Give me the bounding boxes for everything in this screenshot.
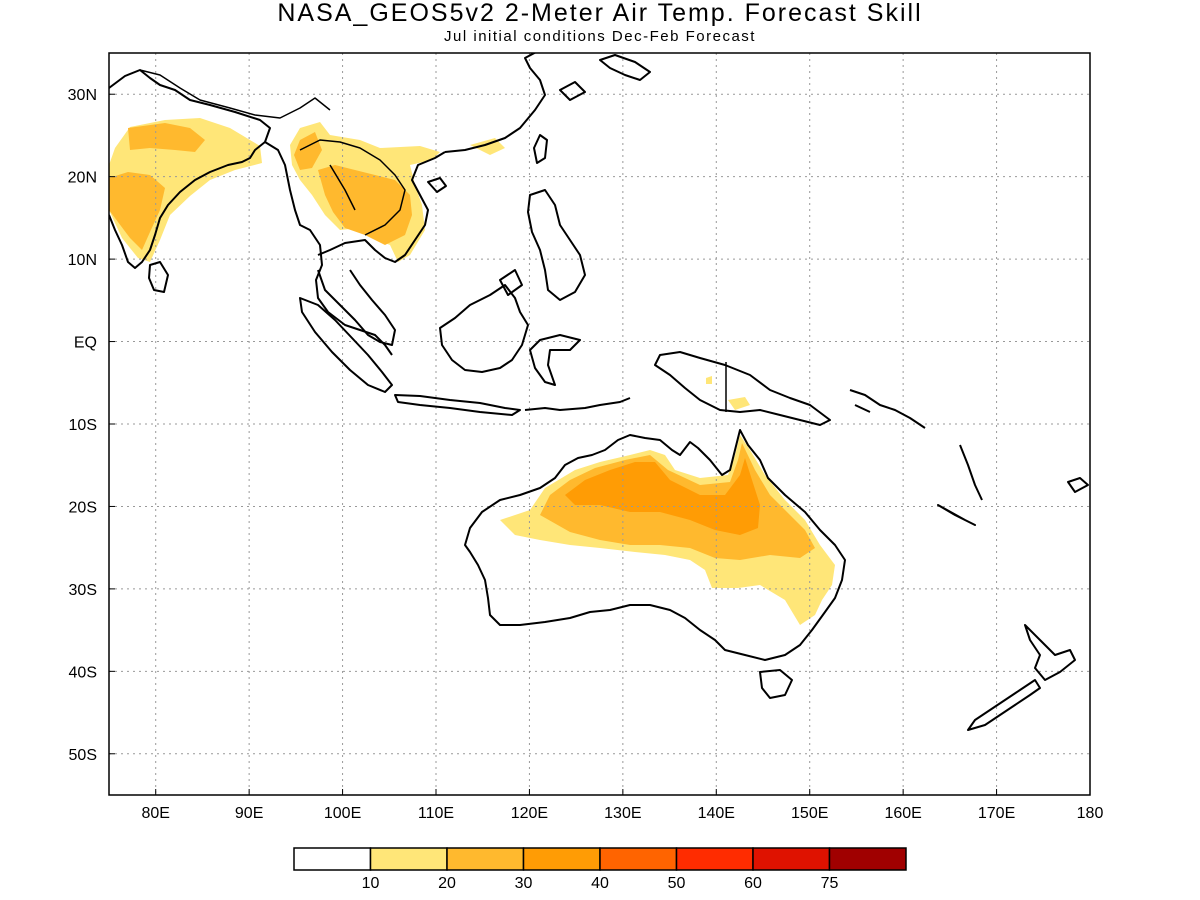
tick-label-lon: 170E <box>978 805 1015 822</box>
coast-tasmania <box>759 669 793 699</box>
tick-label-lon: 150E <box>791 805 828 822</box>
shade-china-south-10 <box>470 138 505 155</box>
colorbar-label: 60 <box>744 875 762 892</box>
colorbar-label: 50 <box>668 875 686 892</box>
chart-subtitle: Jul initial conditions Dec-Feb Forecast <box>444 28 756 45</box>
coast-borneo <box>439 284 529 373</box>
tick-label-lat: 30N <box>68 87 97 104</box>
gridlines <box>109 53 1090 795</box>
tick-label-lon: 180 <box>1077 805 1104 822</box>
colorbar-label: 30 <box>515 875 533 892</box>
tick-label-lat: 20N <box>68 170 97 187</box>
border-himalaya <box>139 69 331 119</box>
coast-java <box>394 394 521 416</box>
shade-australia-30 <box>565 458 760 535</box>
colorbar-swatch <box>522 847 601 871</box>
tick-label-lat: EQ <box>74 335 97 352</box>
colorbar: 10 20 30 40 50 60 75 <box>293 847 907 892</box>
colorbar-label: 20 <box>438 875 456 892</box>
coast-china <box>444 53 546 153</box>
tick-label-lat: 50S <box>69 747 97 764</box>
shade-indochina-20b <box>294 132 322 170</box>
tick-label-lat: 40S <box>69 664 97 681</box>
tick-label-lon: 130E <box>604 805 641 822</box>
shade-india-20 <box>109 172 165 250</box>
coastlines <box>109 53 1089 731</box>
tick-label-lon: 100E <box>324 805 361 822</box>
colorbar-label: 40 <box>591 875 609 892</box>
coast-fiji <box>1067 477 1089 493</box>
coast-vanuatu <box>959 444 983 501</box>
shade-india-20b <box>128 123 205 152</box>
coast-nz-south <box>967 679 1041 731</box>
tick-label-lat: 10S <box>69 417 97 434</box>
axis-ticks: 80E 90E 100E 110E 120E 130E 140E 150E 160E 170E 18… <box>68 87 1104 822</box>
coast-nz-north <box>1024 624 1076 681</box>
colorbar-swatch <box>599 847 678 871</box>
tick-label-lat: 30S <box>69 582 97 599</box>
tick-label-lon: 160E <box>884 805 921 822</box>
tick-label-lon: 80E <box>141 805 169 822</box>
coast-india <box>109 69 271 269</box>
coast-indochina <box>317 151 446 263</box>
tick-label-lon: 90E <box>235 805 263 822</box>
coast-sulawesi <box>529 334 581 386</box>
colorbar-swatch <box>752 847 831 871</box>
coast-solomons <box>849 389 926 429</box>
tick-label-lon: 140E <box>698 805 735 822</box>
colorbar-swatch <box>675 847 754 871</box>
coast-philippines <box>499 189 586 301</box>
chart-title: NASA_GEOS5v2 2-Meter Air Temp. Forecast … <box>277 0 923 27</box>
coast-sumatra <box>299 297 393 393</box>
border-indochina <box>299 139 406 236</box>
coast-taiwan <box>533 134 548 164</box>
coast-srilanka <box>148 261 169 293</box>
colorbar-swatch <box>293 847 372 871</box>
coast-japan <box>559 54 651 101</box>
tick-label-lat: 10N <box>68 252 97 269</box>
tick-label-lat: 20S <box>69 499 97 516</box>
colorbar-swatch <box>369 847 448 871</box>
coast-newcaledonia <box>937 504 976 526</box>
coast-lesser-sunda <box>524 397 631 411</box>
coast-australia <box>464 429 846 661</box>
coast-hainan <box>427 177 447 193</box>
colorbar-label: 10 <box>362 875 380 892</box>
tick-label-lon: 110E <box>418 805 454 822</box>
tick-label-lon: 120E <box>511 805 548 822</box>
shade-png-10b <box>706 376 712 384</box>
coast-newguinea <box>654 351 831 426</box>
colorbar-swatch <box>446 847 525 871</box>
shade-png-10 <box>728 397 750 410</box>
skill-shading <box>109 118 835 625</box>
colorbar-swatch <box>828 847 907 871</box>
coast-malay <box>317 269 396 346</box>
colorbar-label: 75 <box>821 875 839 892</box>
